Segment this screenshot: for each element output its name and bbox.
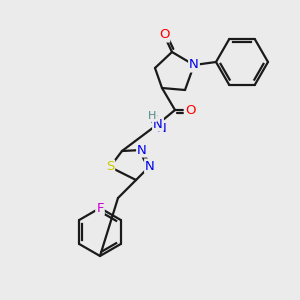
Text: N: N <box>145 160 155 172</box>
Text: N: N <box>137 143 147 157</box>
Text: N: N <box>189 58 199 71</box>
Text: H: H <box>148 111 156 121</box>
Text: O: O <box>159 28 169 41</box>
Text: N: N <box>157 122 167 134</box>
Text: O: O <box>185 103 195 116</box>
Text: N: N <box>153 118 163 130</box>
Text: H: H <box>150 115 158 125</box>
Text: F: F <box>96 202 104 214</box>
Text: S: S <box>106 160 114 173</box>
